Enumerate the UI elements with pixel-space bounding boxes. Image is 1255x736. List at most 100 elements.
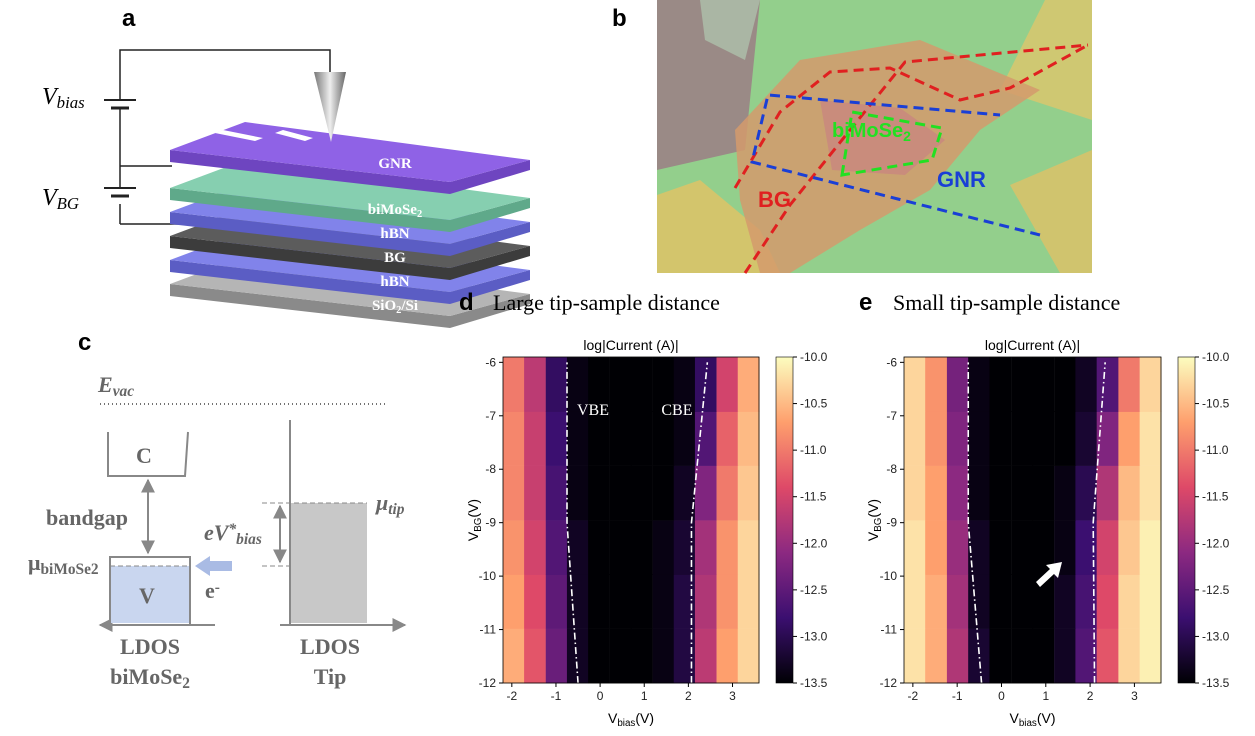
colorbar-tick-label: -12.0	[800, 536, 828, 550]
y-tick-label: -9	[485, 516, 496, 530]
y-tick-label: -8	[886, 462, 897, 476]
heatmap-cell	[904, 520, 926, 575]
text-part: BG	[473, 518, 484, 532]
heatmap-cell	[567, 466, 589, 521]
heatmap-cell	[989, 629, 1011, 684]
panel-label: b	[612, 5, 627, 32]
heatmap-cell	[989, 357, 1011, 412]
heatmap-cell	[904, 411, 926, 466]
heatmap-cell	[925, 629, 947, 684]
heatmap-cell	[925, 357, 947, 412]
electron-arrow	[195, 556, 232, 576]
heatmap-cell	[610, 357, 632, 412]
fermi-label: μbiMoSe2	[28, 550, 99, 578]
heatmap-cell	[904, 466, 926, 521]
heatmap-cell	[1011, 411, 1033, 466]
axis-label: LDOS	[120, 634, 180, 659]
heatmap-cell	[1032, 357, 1054, 412]
heatmap-cell	[588, 629, 610, 684]
heatmap-cell	[1097, 411, 1119, 466]
colorbar	[776, 357, 793, 683]
text-part: -	[215, 579, 220, 596]
text-part: 2	[182, 675, 190, 692]
text-part: BG	[873, 518, 884, 532]
heatmap-cell	[1140, 574, 1162, 629]
heatmap-cell	[1011, 520, 1033, 575]
heatmap-cell	[524, 574, 546, 629]
text-part: eV	[204, 520, 231, 545]
heatmap-cell	[653, 411, 675, 466]
heatmap-cell	[1075, 357, 1097, 412]
heatmap-cell	[524, 411, 546, 466]
heatmap-cell	[738, 520, 760, 575]
x-axis-label: Vbias(V)	[1010, 710, 1056, 729]
heatmap-cell	[524, 629, 546, 684]
text-part: 2	[417, 209, 422, 220]
heatmap-cell	[631, 357, 653, 412]
heatmap-cell	[524, 466, 546, 521]
heatmap-cell	[947, 466, 969, 521]
bias-label: eV*bias	[204, 520, 262, 548]
panel-label: c	[78, 329, 91, 356]
text-part: μ	[28, 550, 41, 575]
panel-label: e	[859, 289, 872, 316]
heatmap-cell	[503, 520, 525, 575]
heatmap-cell	[674, 520, 696, 575]
colorbar	[1178, 357, 1195, 683]
colorbar-tick-label: -10.5	[1202, 397, 1230, 411]
tip-states	[291, 503, 367, 623]
heatmap-cell	[968, 411, 990, 466]
heatmap-cell	[989, 574, 1011, 629]
heatmap-cell	[738, 574, 760, 629]
colorbar-tick-label: -10.0	[1202, 350, 1230, 364]
heatmap-cell	[989, 411, 1011, 466]
x-tick-label: 1	[1042, 689, 1049, 703]
layer-label: biMoSe2	[368, 202, 422, 220]
heatmap-cell	[567, 629, 589, 684]
layer-label: hBN	[380, 226, 409, 242]
text-part: biMoSe	[832, 120, 903, 142]
annotation: CBE	[661, 402, 692, 419]
text-part: GNR	[378, 156, 412, 172]
heatmap-cell	[610, 629, 632, 684]
heatmap-cell	[1054, 411, 1076, 466]
heatmap-cell	[968, 629, 990, 684]
text-part: (V)	[865, 499, 881, 518]
heatmap-cell	[1054, 574, 1076, 629]
heatmap-cell	[503, 411, 525, 466]
text-part: SiO	[372, 298, 396, 314]
y-tick-label: -9	[886, 516, 897, 530]
heatmap-cell	[1118, 574, 1140, 629]
y-axis-label: VBG(V)	[865, 499, 884, 541]
colorbar-tick-label: -10.0	[800, 350, 828, 364]
electron-label: e-	[205, 578, 220, 603]
colorbar-tick-label: -12.5	[800, 583, 828, 597]
y-tick-label: -11	[480, 623, 497, 637]
x-tick-label: 0	[597, 689, 604, 703]
text-part: bias	[57, 93, 85, 112]
heatmap-cell	[947, 520, 969, 575]
heatmap-cell	[524, 520, 546, 575]
region-label: biMoSe2	[832, 120, 911, 144]
heatmap-cell	[717, 629, 739, 684]
heatmap-cell	[631, 520, 653, 575]
heatmap-cell	[1097, 629, 1119, 684]
y-tick-label: -7	[485, 409, 496, 423]
text-part: BG	[57, 194, 79, 213]
axis-label: biMoSe2	[110, 664, 190, 692]
heatmap-cell	[1011, 629, 1033, 684]
x-tick-label: 0	[998, 689, 1005, 703]
x-axis-label: Vbias(V)	[608, 710, 654, 729]
y-tick-label: -8	[485, 462, 496, 476]
chart-title: log|Current (A)|	[985, 337, 1080, 353]
v-bg-label: VBG	[42, 185, 79, 213]
colorbar-tick-label: -11.0	[1202, 443, 1229, 457]
heatmap-cell	[1118, 520, 1140, 575]
layer-label: hBN	[380, 274, 409, 290]
v-bias-label: Vbias	[42, 84, 85, 112]
heatmap-cell	[1140, 466, 1162, 521]
heatmap-cell	[1097, 520, 1119, 575]
text-part: biMoSe2	[40, 561, 98, 578]
heatmap-cell	[1118, 629, 1140, 684]
